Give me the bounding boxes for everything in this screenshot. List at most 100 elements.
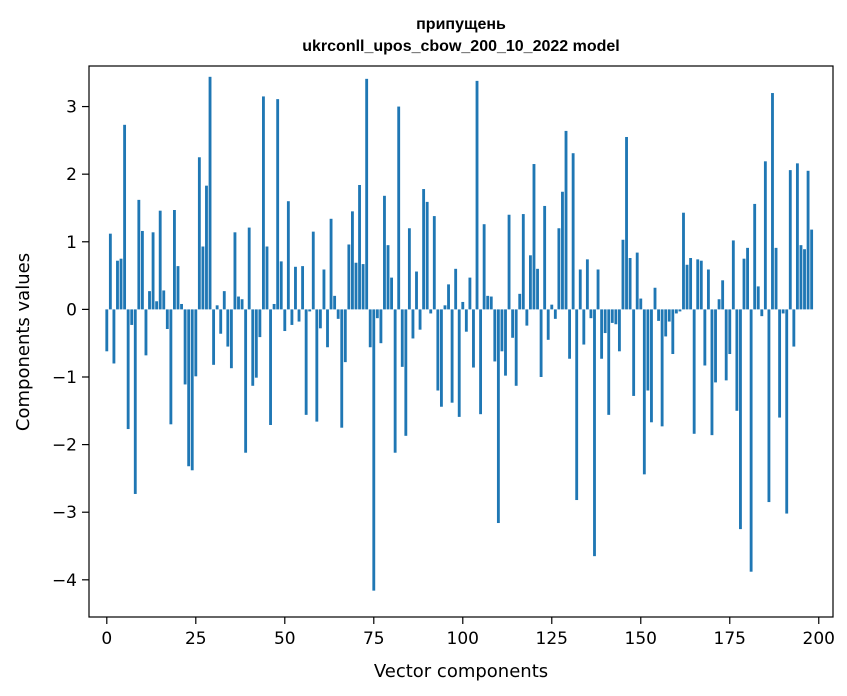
bar [301, 266, 305, 310]
bar [418, 309, 422, 330]
bar [678, 309, 682, 312]
bar [781, 309, 785, 314]
bar [795, 163, 799, 310]
bar [564, 130, 568, 310]
bar [343, 309, 347, 363]
bar [183, 309, 187, 385]
bar [454, 268, 458, 310]
bar [219, 309, 223, 334]
x-axis-label: Vector components [374, 661, 548, 682]
bar [237, 296, 240, 310]
bar [105, 309, 109, 352]
bar [368, 309, 372, 348]
bar [226, 309, 230, 347]
bar [493, 309, 497, 362]
bar [326, 309, 329, 348]
bar [739, 309, 742, 530]
bar [165, 309, 169, 329]
bar [692, 309, 696, 434]
bar [568, 309, 571, 359]
bar [304, 309, 308, 415]
bar [400, 309, 404, 367]
x-tick-label: 150 [625, 629, 657, 649]
bar [447, 284, 450, 310]
bar [771, 93, 774, 310]
bar [269, 309, 272, 425]
y-axis-label: Components values [13, 253, 34, 431]
bar [650, 309, 653, 423]
bar [664, 309, 668, 337]
bar [525, 309, 529, 326]
bar [767, 309, 771, 503]
bar [190, 309, 194, 471]
bar [297, 309, 301, 322]
bar [361, 264, 365, 310]
bar [240, 299, 244, 310]
bar [799, 245, 803, 310]
bar [671, 309, 675, 355]
chart-title-line2: ukrconll_upos_cbow_200_10_2022 model [302, 38, 619, 55]
bar [169, 309, 173, 425]
y-tick-label: −3 [52, 503, 77, 523]
bar [667, 309, 671, 322]
bar [806, 170, 810, 310]
bar [201, 246, 205, 310]
bar [724, 309, 728, 381]
bar [262, 96, 265, 310]
bar [696, 259, 700, 310]
bar [753, 203, 757, 310]
bar [557, 228, 561, 310]
bar [283, 309, 287, 332]
bar [411, 309, 415, 339]
y-axis-ticks: −4 −3 −2 −1 0 1 2 3 [52, 98, 89, 591]
bar [504, 309, 507, 376]
bar [205, 185, 208, 310]
bar [425, 201, 429, 310]
bar [140, 230, 144, 310]
bar [472, 309, 475, 368]
bar [760, 309, 764, 317]
bar [660, 309, 664, 427]
bar [614, 309, 618, 325]
bar [682, 212, 685, 310]
bar [351, 211, 354, 310]
bar [390, 277, 394, 310]
bar [347, 244, 351, 310]
bar [593, 309, 596, 557]
bar [229, 309, 233, 369]
bar [731, 240, 735, 310]
bar [603, 309, 607, 334]
bar [383, 195, 386, 310]
bar [689, 258, 693, 310]
bar [746, 247, 749, 310]
bar [468, 277, 472, 310]
y-tick-label: 0 [66, 300, 77, 320]
bars-group [105, 76, 814, 591]
bar [404, 309, 408, 436]
bar [507, 214, 511, 310]
bar [514, 309, 518, 386]
bar [318, 309, 322, 329]
bar [393, 309, 397, 453]
bar [133, 309, 137, 494]
bar [258, 309, 262, 338]
bar [625, 136, 628, 310]
bar [322, 269, 326, 310]
bar [539, 309, 543, 377]
bar [375, 309, 379, 319]
bar [803, 249, 806, 310]
bar [710, 309, 714, 436]
bar [247, 227, 251, 310]
bar [735, 309, 739, 411]
bar [311, 231, 315, 310]
bar [379, 309, 383, 344]
bar [290, 309, 294, 325]
x-tick-label: 0 [101, 629, 112, 649]
bar [176, 266, 180, 310]
x-tick-label: 25 [185, 629, 207, 649]
bar [429, 309, 433, 314]
bar [706, 269, 710, 310]
bar [482, 224, 486, 310]
x-tick-label: 100 [447, 629, 479, 649]
